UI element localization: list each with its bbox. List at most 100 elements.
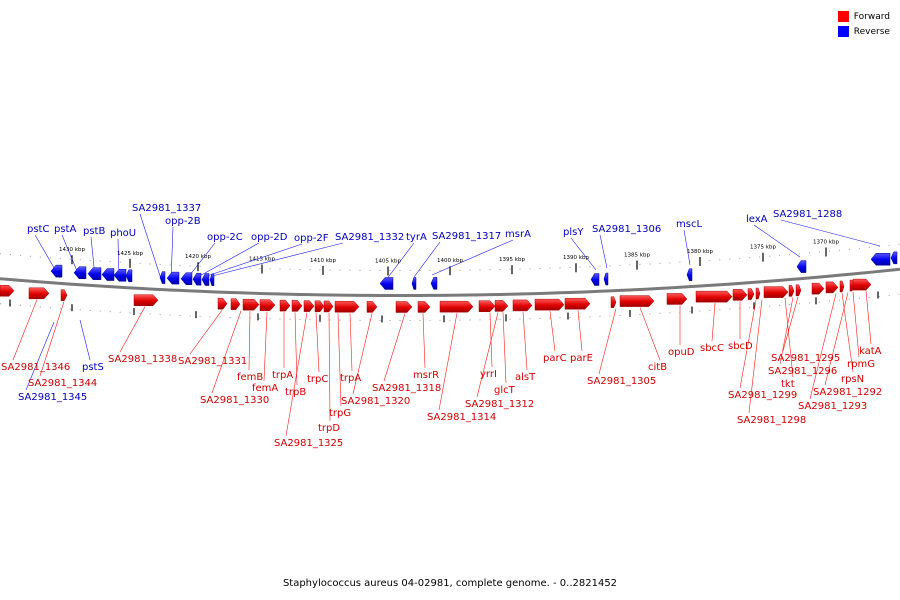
reverse-leader-line xyxy=(139,213,163,283)
ruler-tick-label: 1380 kbp xyxy=(687,249,713,255)
forward-gene-label: yrrI xyxy=(480,369,497,380)
forward-gene-arrow xyxy=(564,297,591,310)
legend: Forward Reverse xyxy=(837,9,890,39)
forward-gene-label: rpsN xyxy=(841,374,864,385)
legend-label-forward: Forward xyxy=(853,11,890,22)
ruler-tick-label: 1400 kbp xyxy=(437,258,463,264)
reverse-gene-arrow xyxy=(796,260,807,273)
forward-gene-label: SA2981_1314 xyxy=(427,412,496,423)
forward-gene-arrow xyxy=(788,285,795,297)
reverse-gene-label: opp-2D xyxy=(251,232,288,243)
forward-gene-label: SA2981_1293 xyxy=(798,401,867,412)
forward-leader-line xyxy=(438,313,458,411)
forward-gene-label: trpB xyxy=(285,387,306,398)
ruler-tick-label: 1425 kbp xyxy=(117,251,143,257)
map-caption: Staphylococcus aureus 04-02981, complete… xyxy=(282,578,618,589)
reverse-gene-label: pstB xyxy=(83,226,105,237)
forward-gene-label: sbcD xyxy=(728,341,753,352)
reverse-gene-label: pstC xyxy=(27,224,49,235)
forward-gene-label: parC xyxy=(543,353,567,364)
forward-gene-label: SA2981_1338 xyxy=(108,354,177,365)
reverse-leader-line xyxy=(570,237,597,271)
reverse-gene-label: mscL xyxy=(676,219,702,230)
reverse-gene-label: SA2981_1332 xyxy=(335,232,404,243)
forward-gene-arrow xyxy=(755,287,761,300)
reverse-gene-label: SA2981_1317 xyxy=(432,231,501,242)
forward-leader-line xyxy=(422,313,426,369)
reverse-leader-line xyxy=(683,229,691,266)
reverse-gene-arrow xyxy=(192,272,202,286)
forward-gene-label: trpA xyxy=(340,373,361,384)
forward-gene-arrow xyxy=(666,293,688,305)
reverse-leader-line xyxy=(431,239,514,276)
forward-gene-label: SA2981_1346 xyxy=(1,362,70,373)
reverse-leader-line xyxy=(413,241,441,278)
forward-gene-arrow xyxy=(303,300,315,312)
forward-gene-arrow xyxy=(439,300,474,313)
ruler-tick-label: 1420 kbp xyxy=(185,254,211,260)
reverse-gene-arrow xyxy=(411,277,417,290)
forward-leader-line xyxy=(522,311,528,371)
forward-gene-arrow xyxy=(217,297,228,310)
reverse-gene-arrow xyxy=(73,266,87,279)
forward-gene-arrow xyxy=(366,301,378,313)
forward-leader-line xyxy=(12,299,38,361)
reverse-gene-arrow xyxy=(50,264,63,278)
forward-leader-line xyxy=(119,306,146,353)
forward-leader-line xyxy=(476,312,499,398)
reverse-leader-line xyxy=(25,321,55,391)
forward-leader-line xyxy=(739,300,757,389)
forward-leader-line xyxy=(189,309,223,355)
reverse-gene-label: plsY xyxy=(563,227,584,238)
ruler-tick-label: 1415 kbp xyxy=(249,257,275,263)
forward-leader-line xyxy=(784,297,794,378)
forward-leader-line xyxy=(711,303,716,342)
forward-leader-line xyxy=(352,313,373,395)
reverse-leader-line xyxy=(195,242,260,279)
reverse-gene-arrow xyxy=(603,272,609,286)
reverse-swatch xyxy=(837,26,849,37)
reverse-gene-arrow xyxy=(890,251,898,265)
forward-gene-label: SA2981_1298 xyxy=(737,415,806,426)
reverse-gene-arrow xyxy=(686,268,693,281)
forward-leader-line xyxy=(841,292,854,373)
legend-label-reverse: Reverse xyxy=(853,26,890,37)
genome-backbone xyxy=(0,267,900,298)
forward-gene-label: citB xyxy=(648,362,667,373)
reverse-gene-label: opp-2C xyxy=(207,232,243,243)
forward-gene-arrow xyxy=(133,294,159,306)
forward-gene-arrow xyxy=(478,300,496,312)
reverse-leader-line xyxy=(753,224,801,258)
forward-leader-line xyxy=(349,313,353,372)
reverse-gene-arrow xyxy=(180,272,193,285)
reverse-leader-line xyxy=(79,319,91,361)
forward-gene-arrow xyxy=(28,287,50,300)
ruler-tick-label: 1405 kbp xyxy=(375,258,401,264)
forward-leader-line xyxy=(639,307,661,361)
reverse-gene-arrow xyxy=(209,273,215,287)
forward-gene-arrow xyxy=(291,300,303,312)
forward-gene-label: msrR xyxy=(413,370,439,381)
forward-swatch xyxy=(837,11,849,22)
ruler-tick-label: 1370 kbp xyxy=(813,239,839,245)
reverse-gene-label: lexA xyxy=(746,214,768,225)
reverse-gene-label: msrA xyxy=(505,229,531,240)
forward-gene-arrow xyxy=(230,298,241,310)
forward-gene-arrow xyxy=(494,300,509,312)
forward-gene-label: katA xyxy=(859,346,882,357)
ruler-tick-label: 1385 kbp xyxy=(624,253,650,259)
forward-gene-label: trpC xyxy=(307,374,328,385)
forward-gene-arrow xyxy=(279,299,291,312)
reverse-leader-line xyxy=(780,219,881,247)
forward-leader-line xyxy=(824,292,849,386)
forward-gene-label: SA2981_1296 xyxy=(768,366,837,377)
forward-gene-arrow xyxy=(695,290,733,303)
forward-gene-arrow xyxy=(417,301,431,313)
reverse-gene-arrow xyxy=(87,267,102,280)
forward-leader-line xyxy=(39,301,65,377)
reverse-leader-line xyxy=(211,242,344,277)
forward-gene-label: SA2981_1292 xyxy=(813,387,882,398)
forward-gene-label: trpG xyxy=(329,408,351,419)
forward-leader-line xyxy=(337,313,342,407)
